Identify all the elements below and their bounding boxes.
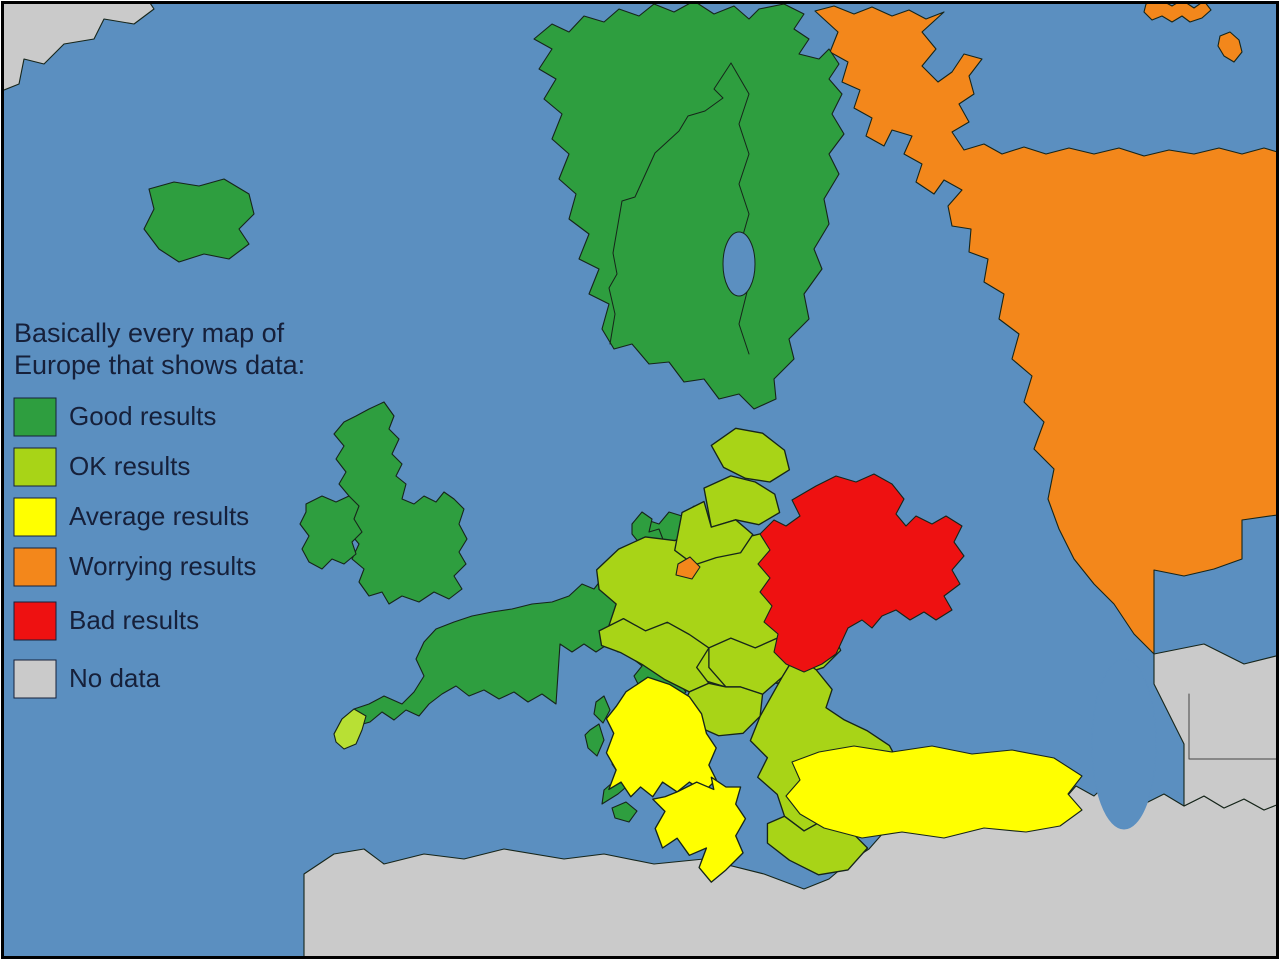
svg-text:Worrying results: Worrying results bbox=[69, 551, 256, 581]
svg-text:OK results: OK results bbox=[69, 451, 190, 481]
svg-text:Basically every map of: Basically every map of bbox=[14, 318, 285, 348]
svg-text:Good results: Good results bbox=[69, 401, 216, 431]
svg-text:Average results: Average results bbox=[69, 501, 249, 531]
svg-text:Bad results: Bad results bbox=[69, 605, 199, 635]
svg-text:No data: No data bbox=[69, 663, 161, 693]
svg-text:Europe that shows data:: Europe that shows data: bbox=[14, 350, 305, 380]
